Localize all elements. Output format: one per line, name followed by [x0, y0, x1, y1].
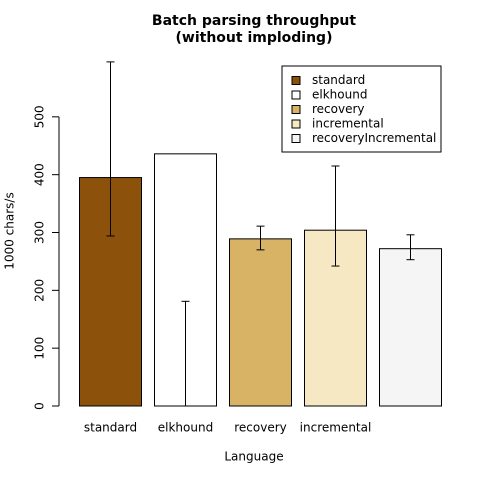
bar [379, 248, 442, 407]
y-tick-label: 500 [33, 105, 47, 128]
x-tick-label: elkhound [158, 421, 213, 435]
legend: standardelkhoundrecoveryincrementalrecov… [281, 65, 442, 153]
legend-swatch [291, 90, 301, 100]
y-tick-label: 100 [33, 337, 47, 360]
y-tick-label: 200 [33, 279, 47, 302]
legend-swatch [291, 76, 301, 85]
x-axis-label: Language [224, 450, 283, 464]
legend-label: incremental [312, 117, 384, 131]
chart-title: Batch parsing throughput [152, 13, 356, 29]
y-tick-label: 0 [33, 402, 47, 410]
error-bar [406, 234, 415, 261]
legend-label: standard [312, 73, 365, 87]
error-bar [106, 61, 115, 237]
error-bar [256, 225, 265, 251]
chart-subtitle: (without imploding) [176, 30, 333, 46]
error-bar [331, 165, 340, 267]
x-tick-label: recovery [234, 421, 287, 435]
y-tick-label: 400 [33, 163, 47, 186]
bar [229, 238, 292, 407]
error-bar [181, 300, 190, 407]
y-axis-label: 1000 chars/s [3, 192, 17, 269]
legend-label: recovery [312, 102, 365, 116]
legend-swatch [291, 134, 301, 143]
legend-box [281, 65, 442, 153]
x-tick-label: incremental [300, 421, 372, 435]
x-tick-label: standard [84, 421, 137, 435]
legend-swatch [291, 119, 301, 129]
legend-swatch [291, 105, 301, 114]
legend-label: recoveryIncremental [312, 131, 436, 145]
legend-label: elkhound [312, 88, 367, 102]
y-tick-label: 300 [33, 221, 47, 244]
